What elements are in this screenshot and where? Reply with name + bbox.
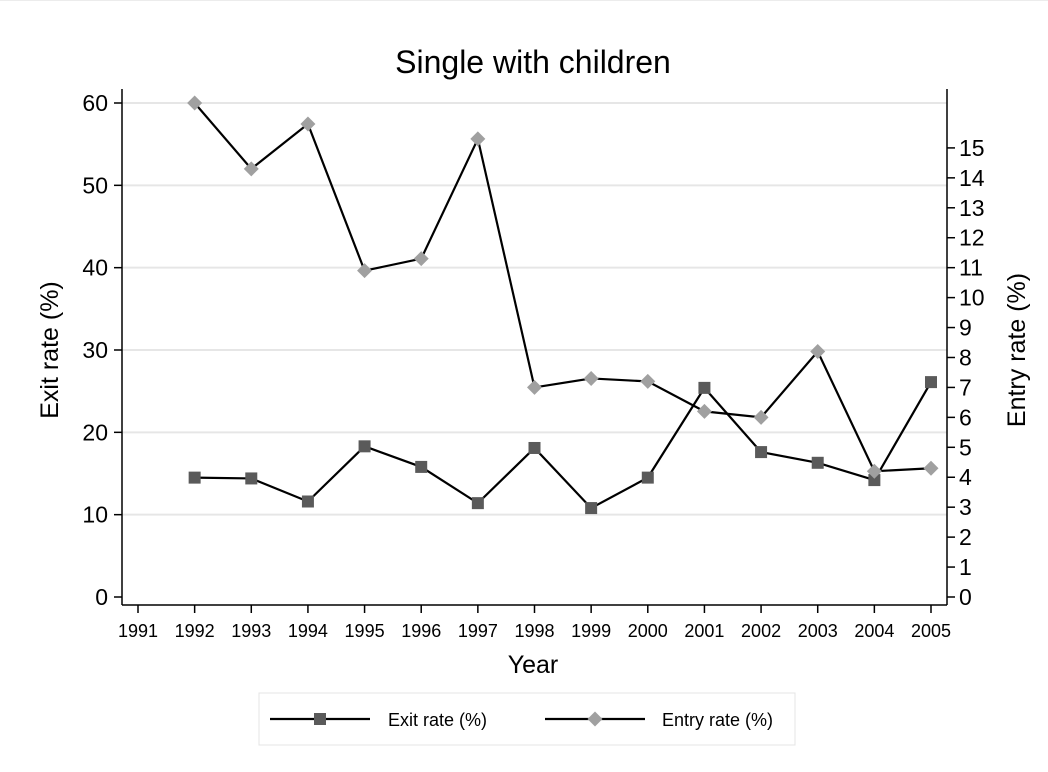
y-tick-label-right: 13: [959, 195, 985, 221]
x-tick-label: 1992: [175, 621, 215, 641]
legend-marker: [587, 711, 603, 727]
y-tick-label-right: 12: [959, 225, 985, 251]
entry-rate-point: [357, 263, 373, 279]
y-tick-label-right: 11: [959, 255, 983, 281]
x-tick-label: 2001: [684, 621, 724, 641]
exit-rate-point: [868, 474, 881, 487]
entry-rate-point: [470, 131, 486, 147]
series-line-exit-rate: [194, 381, 932, 510]
entry-rate-point: [527, 379, 542, 395]
chart-title: Single with children: [395, 44, 671, 80]
y-tick-label-right: 10: [959, 285, 985, 311]
series-markers: [187, 95, 939, 515]
x-tick-label: 1994: [288, 621, 328, 641]
x-tick-label: 2005: [911, 621, 951, 641]
y-tick-label-left: 30: [82, 337, 108, 363]
y-axis-label-left: Exit rate (%): [36, 281, 64, 419]
entry-rate-point: [810, 343, 826, 359]
y-tick-label-right: 8: [959, 344, 972, 370]
exit-rate-point: [301, 495, 314, 508]
y-tick-label-left: 10: [82, 502, 108, 528]
grid-lines: [122, 102, 947, 516]
entry-rate-point: [187, 95, 203, 111]
entry-rate-point: [640, 373, 656, 389]
exit-rate-point: [245, 472, 258, 485]
exit-rate-point: [188, 471, 201, 484]
exit-rate-point: [755, 446, 768, 459]
entry-rate-point: [300, 116, 316, 132]
x-tick-label: 2003: [798, 621, 838, 641]
exit-rate-point: [811, 456, 824, 469]
x-tick-label: 2000: [628, 621, 668, 641]
legend-marker: [314, 713, 326, 725]
exit-rate-point: [925, 376, 937, 389]
x-tick-label: 2002: [741, 621, 781, 641]
y-tick-label-right: 4: [959, 464, 972, 490]
exit-rate-point: [698, 381, 711, 394]
y-tick-label-left: 40: [82, 255, 108, 281]
exit-rate-point: [528, 441, 541, 454]
y-tick-label-right: 15: [959, 135, 985, 161]
x-tick-label: 1996: [401, 621, 441, 641]
y-tick-label-left: 60: [82, 90, 108, 116]
y-tick-label-right: 9: [959, 315, 972, 341]
legend-label: Exit rate (%): [388, 710, 487, 730]
y-tick-label-right: 7: [959, 374, 972, 400]
y-tick-label-left: 50: [82, 172, 108, 198]
entry-rate-point: [923, 460, 939, 476]
x-tick-label: 1993: [231, 621, 271, 641]
y-tick-label-left: 0: [95, 584, 108, 610]
x-tick-label: 1998: [514, 621, 554, 641]
y-tick-label-right: 2: [959, 524, 972, 550]
x-tick-label: 2004: [854, 621, 894, 641]
y-tick-label-right: 0: [959, 584, 972, 610]
exit-rate-point: [415, 460, 428, 473]
y-tick-label-right: 1: [959, 554, 972, 580]
x-tick-label: 1997: [458, 621, 498, 641]
y-axis-label-right: Entry rate (%): [1003, 273, 1031, 427]
entry-rate-point: [583, 370, 599, 386]
entry-rate-point: [413, 251, 429, 267]
x-tick-label: 1995: [345, 621, 385, 641]
y-tick-label-right: 3: [959, 494, 972, 520]
series-line-entry-rate: [193, 102, 932, 473]
entry-rate-point: [866, 463, 882, 479]
exit-rate-point: [585, 502, 598, 515]
entry-rate-point: [243, 161, 259, 177]
exit-rate-point: [471, 497, 484, 510]
legend: Exit rate (%) Entry rate (%): [258, 692, 796, 746]
exit-rate-point: [358, 440, 371, 453]
y-tick-label-left: 20: [82, 419, 108, 445]
y-tick-label-right: 5: [959, 434, 972, 460]
y-tick-label-right: 14: [959, 165, 985, 191]
y-tick-label-right: 6: [959, 404, 972, 430]
x-tick-label: 1999: [571, 621, 611, 641]
exit-rate-point: [641, 471, 654, 484]
entry-rate-point: [696, 403, 712, 419]
entry-rate-point: [753, 409, 769, 425]
x-axis-label: Year: [508, 651, 559, 679]
x-tick-label: 1991: [118, 621, 158, 641]
legend-label: Entry rate (%): [662, 710, 773, 730]
series-lines: [193, 102, 932, 510]
